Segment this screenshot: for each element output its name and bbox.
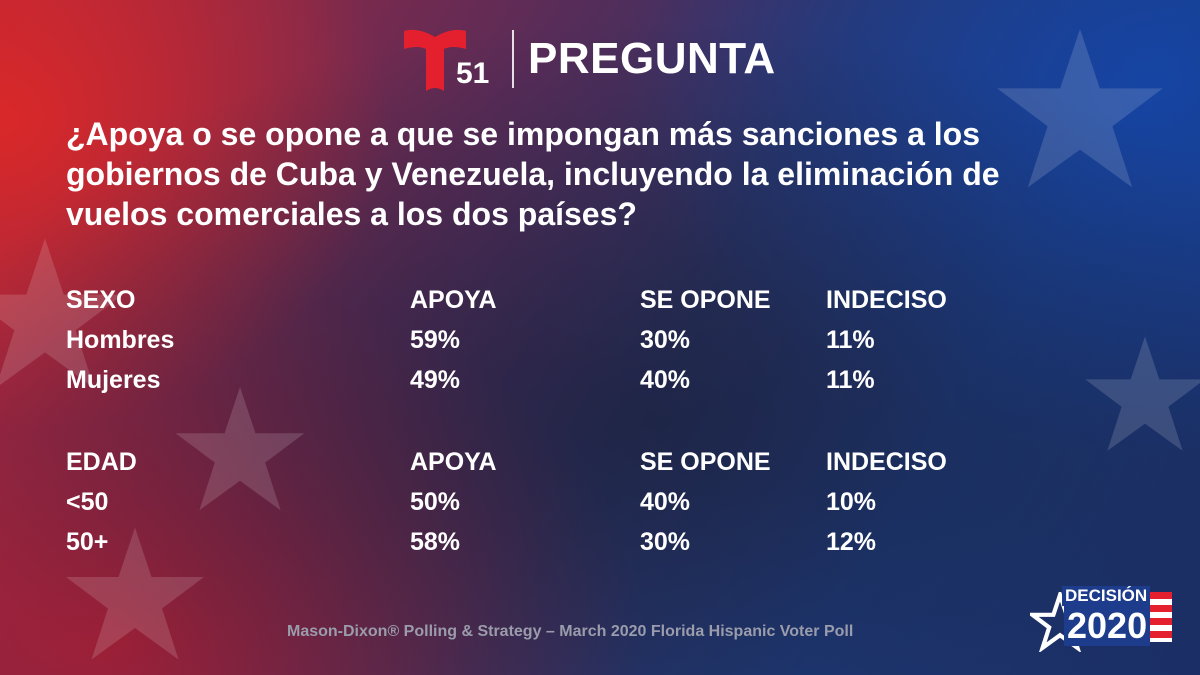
table-header-cell: INDECISO — [826, 448, 947, 476]
table-cell: 11% — [826, 366, 875, 394]
telemundo-51-logo: 51 — [404, 27, 500, 91]
table-header-cell: APOYA — [410, 286, 497, 314]
table-header-cell: APOYA — [410, 448, 497, 476]
table-cell: 50% — [410, 488, 461, 516]
star-icon — [66, 527, 204, 660]
table-cell: 30% — [640, 326, 691, 354]
table-header-cell: INDECISO — [826, 286, 947, 314]
table-cell: 59% — [410, 326, 461, 354]
table-header-cell: SEXO — [66, 286, 136, 314]
table-cell: 11% — [826, 326, 875, 354]
star-icon — [175, 387, 305, 511]
table-cell: 10% — [826, 488, 877, 516]
badge-word: DECISIÓN — [1062, 586, 1151, 606]
header: 51 PREGUNTA — [404, 26, 776, 92]
star-icon — [0, 238, 124, 389]
table-cell: Mujeres — [66, 366, 161, 394]
table-cell: 58% — [410, 528, 461, 556]
logo-number: 51 — [456, 57, 490, 90]
table-cell: Hombres — [66, 326, 175, 354]
badge-year: 2020 — [1064, 606, 1151, 646]
table-cell: 50+ — [66, 528, 109, 556]
table-cell: 49% — [410, 366, 461, 394]
table-cell: 12% — [826, 528, 877, 556]
decision-2020-badge: DECISIÓN 2020 — [1030, 586, 1176, 652]
table-header-cell: SE OPONE — [640, 286, 771, 314]
table-cell: 40% — [640, 366, 691, 394]
table-cell: <50 — [66, 488, 109, 516]
star-icon — [997, 29, 1163, 188]
table-header-cell: EDAD — [66, 448, 137, 476]
telemundo-t-logo-icon — [404, 29, 466, 91]
table-header-cell: SE OPONE — [640, 448, 771, 476]
question-text: ¿Apoya o se opone a que se impongan más … — [66, 116, 1000, 232]
header-divider — [512, 30, 514, 88]
table-cell: 40% — [640, 488, 691, 516]
source-credit: Mason-Dixon® Polling & Strategy – March … — [287, 623, 854, 640]
table-cell: 30% — [640, 528, 691, 556]
star-icon — [1085, 336, 1200, 451]
header-title: PREGUNTA — [528, 34, 776, 83]
